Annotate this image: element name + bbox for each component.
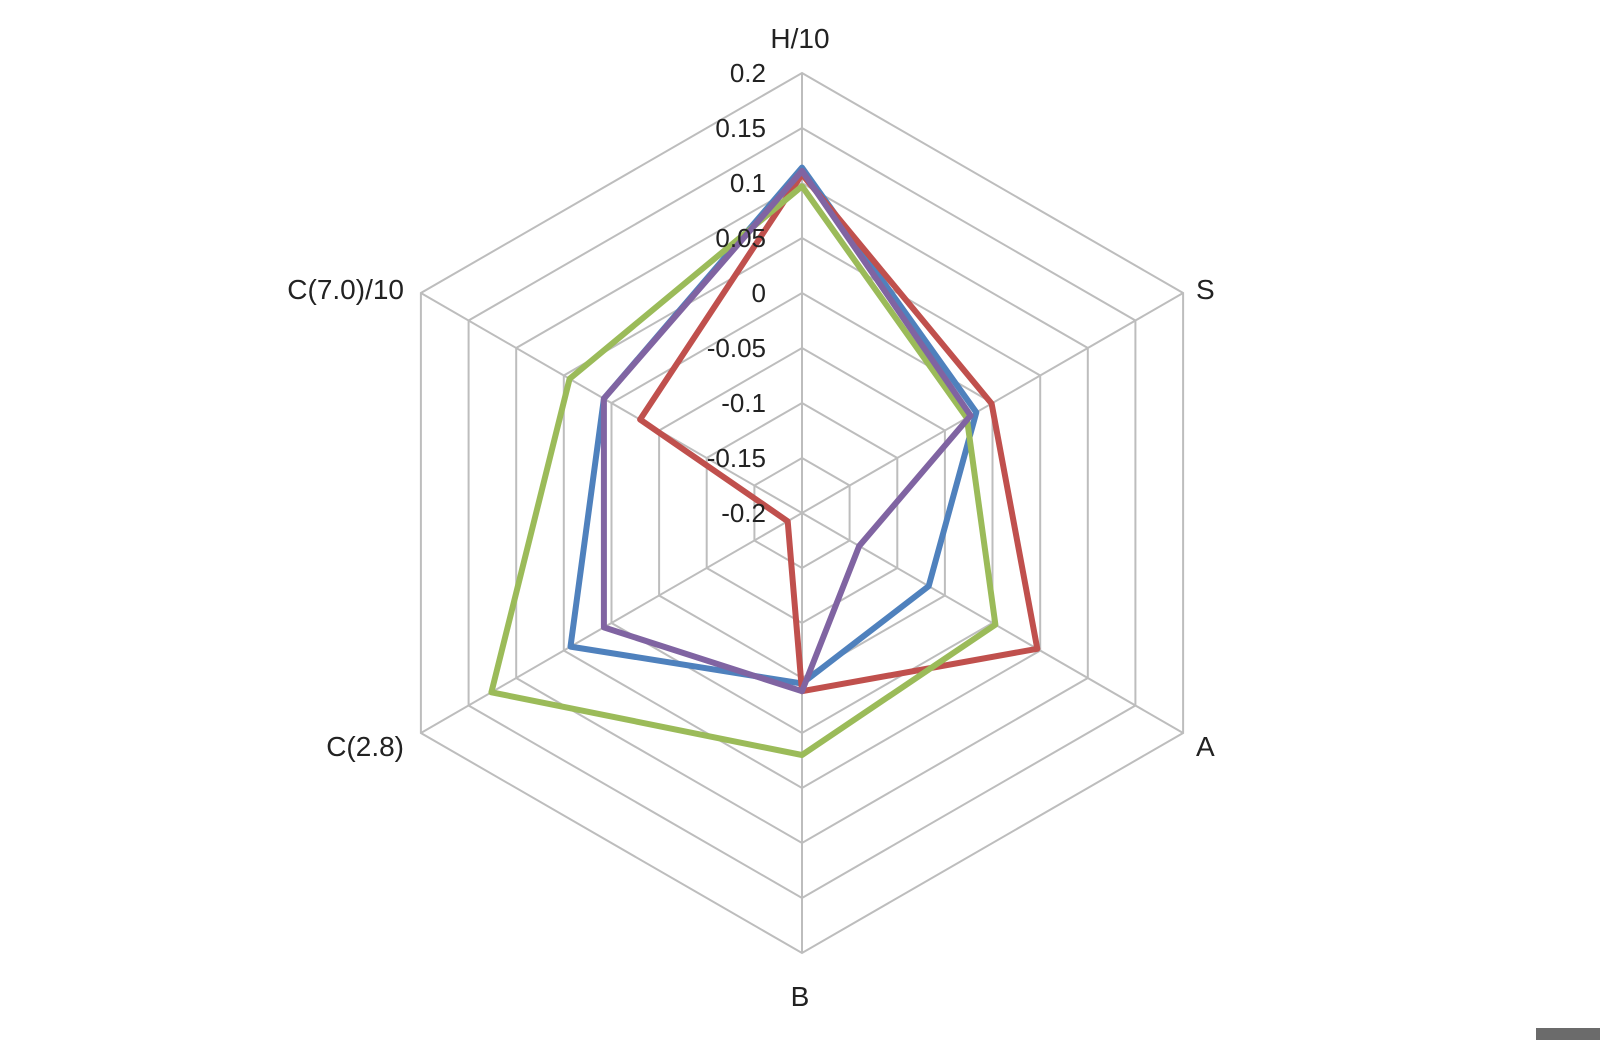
- axis-label: S: [1196, 274, 1215, 305]
- radar-grid: [419, 71, 1185, 955]
- axis-spoke: [420, 292, 803, 514]
- axis-label: H/10: [770, 23, 829, 54]
- tick-label: 0.05: [715, 223, 766, 253]
- tick-label: 0: [752, 278, 766, 308]
- tick-label: -0.2: [721, 498, 766, 528]
- axis-labels: H/10 S A B C(2.8) C(7.0)/10: [287, 23, 1215, 1012]
- tick-label: 0.1: [730, 168, 766, 198]
- tick-label: -0.05: [707, 333, 766, 363]
- axis-label: C(2.8): [326, 731, 404, 762]
- axis-label: C(7.0)/10: [287, 274, 404, 305]
- corner-mark: [1536, 1028, 1600, 1040]
- tick-label: -0.1: [721, 388, 766, 418]
- radial-tick-labels: 0.2 0.15 0.1 0.05 0 -0.05 -0.1 -0.15 -0.2: [707, 58, 766, 528]
- tick-label: 0.15: [715, 113, 766, 143]
- radar-series: [488, 164, 1041, 758]
- axis-label: B: [791, 981, 810, 1012]
- axis-label: A: [1196, 731, 1215, 762]
- axis-spoke: [420, 512, 803, 734]
- tick-label: 0.2: [730, 58, 766, 88]
- series-line-4: [600, 167, 974, 695]
- tick-label: -0.15: [707, 443, 766, 473]
